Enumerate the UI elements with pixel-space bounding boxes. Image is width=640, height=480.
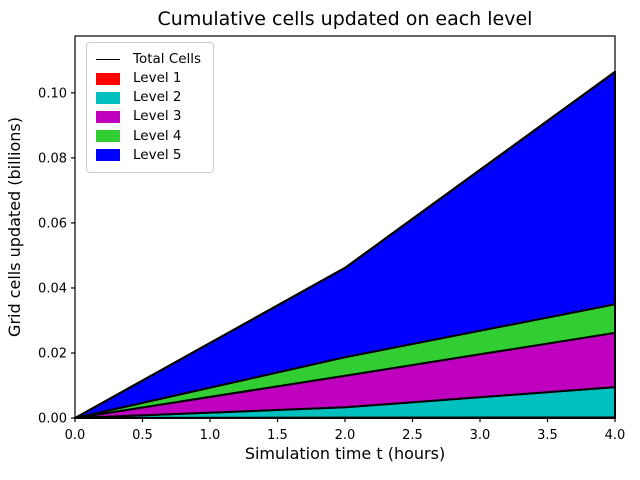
color-swatch-icon [96,130,120,143]
color-swatch-icon [96,72,120,85]
legend-label: Total Cells [133,50,202,67]
legend-label: Level 1 [133,69,182,86]
y-tick-label: 0.00 [38,412,67,427]
line-swatch-icon [96,59,120,60]
y-tick-label: 0.08 [38,151,67,166]
axes: 0.0 0.5 1.0 1.5 2.0 2.5 3.0 3.5 4.0 0.00 0.02 0.04 0… [38,35,626,443]
x-axis-label: Simulation time t (hours) [245,444,445,463]
legend-label: Level 2 [133,89,182,106]
legend-label: Level 3 [133,108,182,125]
y-tick-label: 0.10 [38,86,67,101]
color-swatch-icon [96,91,120,104]
color-swatch-icon [96,149,120,162]
chart-title: Cumulative cells updated on each level [158,8,533,30]
y-tick-label: 0.06 [38,216,67,231]
legend-entry-level-2: Level 2 [96,88,207,107]
total-cells-line [74,71,616,419]
x-tick-label: 0.5 [132,428,153,443]
x-tick-label: 0.0 [65,428,86,443]
legend-entry-level-5: Level 5 [96,146,207,165]
x-tick-label: 4.0 [605,428,626,443]
legend-entry-level-3: Level 3 [96,108,207,127]
x-tick-label: 1.5 [267,428,288,443]
legend-label: Level 5 [133,146,182,163]
y-tick-label: 0.04 [38,281,67,296]
y-axis-label: Grid cells updated (billions) [5,117,24,337]
legend-entry-level-4: Level 4 [96,127,207,146]
color-swatch-icon [96,111,120,124]
legend-entry-level-1: Level 1 [96,69,207,88]
x-tick-label: 3.5 [537,428,558,443]
y-tick-label: 0.02 [38,346,67,361]
legend: Total Cells Level 1 Level 2 Level 3 Level 4 L… [86,42,214,173]
x-tick-label: 2.5 [402,428,423,443]
x-tick-label: 3.0 [470,428,491,443]
legend-entry-total-cells: Total Cells [96,50,207,69]
x-tick-label: 1.0 [200,428,221,443]
legend-line-sample [96,54,120,66]
stacked-areas [74,70,616,419]
legend-label: Level 4 [133,127,182,144]
x-tick-label: 2.0 [335,428,356,443]
